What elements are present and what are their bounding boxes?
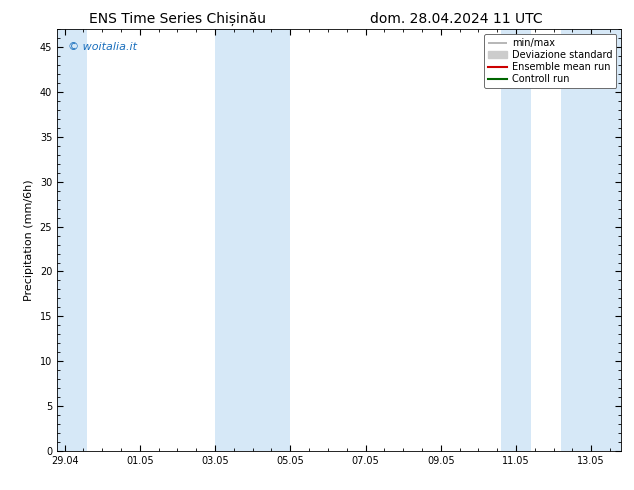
Bar [501,29,531,451]
Text: ENS Time Series Chișinău: ENS Time Series Chișinău [89,12,266,26]
Y-axis label: Precipitation (mm/6h): Precipitation (mm/6h) [24,179,34,301]
Bar [57,29,87,451]
Text: dom. 28.04.2024 11 UTC: dom. 28.04.2024 11 UTC [370,12,543,26]
Text: © woitalia.it: © woitalia.it [68,42,138,52]
Bar [215,29,290,451]
Bar [561,29,621,451]
Legend: min/max, Deviazione standard, Ensemble mean run, Controll run: min/max, Deviazione standard, Ensemble m… [484,34,616,88]
